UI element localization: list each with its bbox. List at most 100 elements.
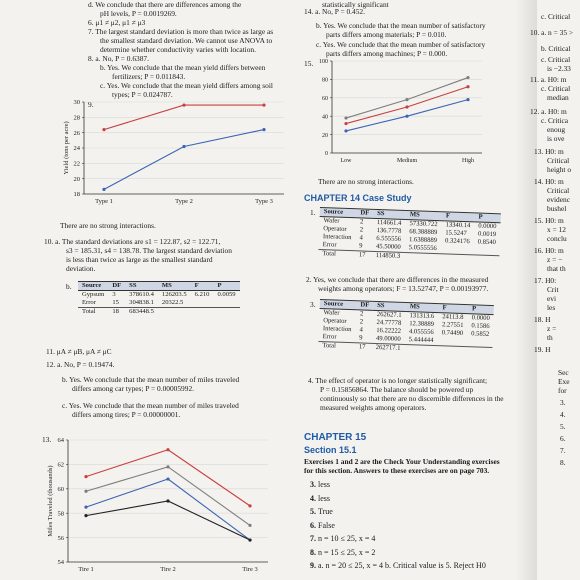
table-cell: 3 <box>112 291 116 298</box>
y-tick-label: 60 <box>322 96 328 102</box>
left-line: 6. μ1 ≠ μ2, μ1 ≠ μ3 <box>88 18 146 27</box>
data-point <box>84 489 88 493</box>
right-line: 18. H <box>534 315 551 324</box>
table-cell: 0.74490 <box>441 329 464 338</box>
left-line: pH levels, P = 0.0019269. <box>100 9 177 18</box>
table-cell: 0.8540 <box>477 238 496 247</box>
table-cell <box>213 299 239 308</box>
right-line: 8. <box>560 458 566 467</box>
x-tick-label: Tire 3 <box>242 566 257 573</box>
data-point <box>166 477 170 481</box>
y-tick-label: 62 <box>58 462 65 469</box>
right-line: that th <box>547 264 566 273</box>
left-line: determine whether conductivity varies wi… <box>100 45 256 54</box>
table-header: F <box>438 303 469 314</box>
y-tick-label: 26 <box>74 130 81 137</box>
table-cell: 17 <box>354 342 372 352</box>
right-line: z = − <box>547 255 563 264</box>
y-tick-label: 54 <box>58 559 65 566</box>
table-cell: 304838.1 <box>129 299 154 306</box>
answer-number: 8. <box>310 547 318 557</box>
right-line: x = 12 <box>547 225 566 234</box>
table-row: Total 18 683448.5 <box>78 307 240 316</box>
data-point <box>102 187 106 191</box>
table-cell <box>213 307 240 316</box>
right-line: les <box>547 303 556 312</box>
answer-number: 3. <box>310 480 318 489</box>
series-line <box>85 500 251 541</box>
table-cell: 15 <box>112 299 119 306</box>
middle-line: b. Yes. We conclude that the mean number… <box>316 21 486 30</box>
data-point <box>182 144 186 149</box>
middle-line: measured weights among operators. <box>320 403 427 412</box>
table-cell <box>404 252 441 263</box>
data-point <box>262 128 266 132</box>
answer-number: 4. <box>310 493 318 503</box>
y-tick-label: 60 <box>58 486 65 493</box>
table-cell: Total <box>318 341 356 352</box>
answer-item: 3. less <box>310 480 330 489</box>
right-line: 10. a. n = 35 > <box>530 28 574 37</box>
data-point <box>102 128 106 132</box>
data-point <box>466 85 470 89</box>
series-line <box>85 478 251 541</box>
right-line: c. Critical <box>541 55 571 64</box>
case-study-table-3: Source DF SS MS F P Wafer 2 262627.1 131313.6 2411… <box>318 299 495 357</box>
chart-miles-interaction: 54 56 58 60 62 64 Tire 1 Tire 2 Tire 3 Miles Trav… <box>47 437 268 573</box>
middle-line: parts differs among machines; P = 0.000. <box>326 49 448 58</box>
right-line: 6. <box>560 434 566 443</box>
table-cell: 378610.4 <box>129 291 154 298</box>
data-point <box>262 103 266 107</box>
x-tick-label: High <box>462 158 474 164</box>
table-cell <box>472 254 500 265</box>
right-line: evi <box>547 294 557 303</box>
right-line: Critical <box>547 186 570 195</box>
middle-line: 2. Yes, we conclude that there are diffe… <box>306 275 489 284</box>
answer-item: 4. less <box>310 494 330 503</box>
table-cell: 0.324176 <box>444 237 470 246</box>
left-line: differs among tires; P = 0.00000001. <box>72 410 181 419</box>
table-cell: 0.5852 <box>471 330 490 338</box>
middle-line: 4. The effect of operator is no longer s… <box>308 376 488 385</box>
data-point <box>84 505 88 509</box>
table-cell: 17 <box>354 250 372 260</box>
left-line: 10. a. The standard deviations are s1 = … <box>44 237 221 246</box>
chart-satisfactory-parts: 0 20 40 60 80 100 Low Medium High <box>319 59 482 164</box>
table-cell: 5.444444 <box>408 336 434 344</box>
table-cell: 0.0059 <box>217 291 236 298</box>
right-line: evidenc <box>547 195 570 204</box>
right-line: th <box>547 333 553 342</box>
table-cell <box>191 299 214 308</box>
data-point <box>466 98 470 102</box>
table-cell: Total <box>78 307 109 316</box>
gypsum-anova-table: Source DF SS MS F P Gypsum 3 378610.4 126203.5 6.2… <box>78 281 240 316</box>
chapter-15-intro-2: for this section. Answers to these exerc… <box>304 466 490 475</box>
right-line: bushel <box>547 204 567 213</box>
left-line: b. Yes. We conclude that the mean yield … <box>100 63 266 72</box>
right-line: 19. H <box>534 345 551 354</box>
x-tick-label: Tire 2 <box>160 566 175 573</box>
series-line <box>85 466 251 526</box>
middle-line: P = 0.15856864. The balance should be po… <box>320 385 474 394</box>
table-header: SS <box>125 281 158 291</box>
right-line: 7. <box>560 446 566 455</box>
y-tick-label: 22 <box>74 161 81 168</box>
data-point <box>405 114 409 118</box>
y-tick-label: 20 <box>74 176 81 183</box>
answer-item: 8. n = 15 ≤ 25, x = 2 <box>310 548 375 557</box>
left-line: 9. <box>88 100 94 109</box>
left-line: d. We conclude that there are difference… <box>88 0 242 9</box>
table-cell: 20322.5 <box>161 299 184 306</box>
right-line: is ove <box>547 134 565 143</box>
left-line: 8. a. No, P = 0.6387. <box>88 54 149 63</box>
answer-text: a. n = 20 ≤ 25, x = 4 b. Critical value … <box>318 561 486 570</box>
y-axis-label: Miles Traveled (thousands) <box>47 465 54 536</box>
data-point <box>248 523 252 527</box>
middle-line: 14. a. No, P = 0.452. <box>304 7 365 16</box>
table-header: P <box>474 212 501 223</box>
table-cell <box>157 307 191 316</box>
answer-number: 6. <box>310 520 318 530</box>
middle-line: 1. <box>310 208 316 217</box>
right-line: 5. <box>560 422 566 431</box>
